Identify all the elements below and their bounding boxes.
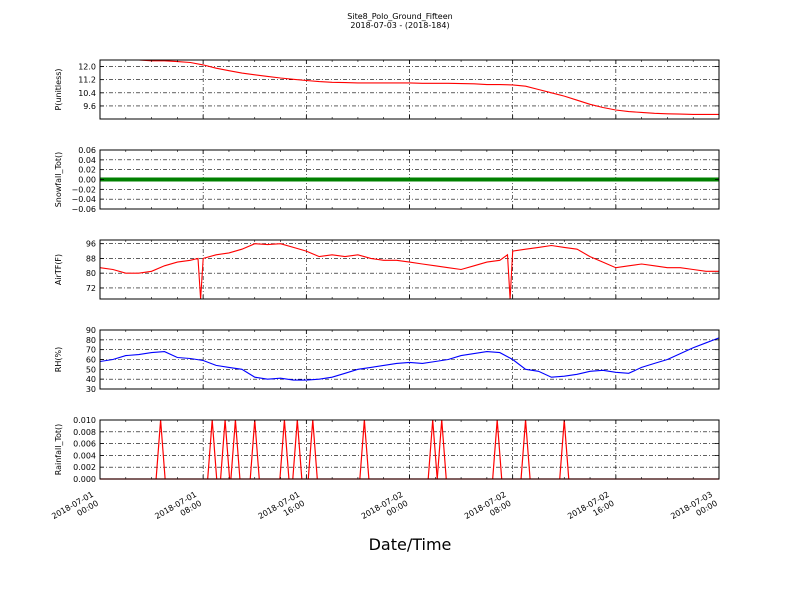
y-tick-label: −0.06 [71, 205, 96, 214]
y-axis-label: AirTF(F) [54, 254, 63, 285]
y-tick-label: 0.008 [73, 428, 96, 437]
panel-2: 0.060.040.020.00−0.02−0.04−0.06 Snowfall_… [54, 146, 720, 214]
y-tick-label: 0.004 [73, 451, 96, 460]
y-tick-label: 12.0 [78, 63, 96, 72]
rain-spike [520, 419, 531, 480]
y-tick-label: 0.006 [73, 440, 96, 449]
y-tick-label: −0.04 [71, 195, 96, 204]
x-tick-label: 2018-07-0200:00 [360, 490, 410, 530]
y-tick-label: 30 [86, 385, 96, 394]
y-tick-label: 0.04 [78, 156, 96, 165]
rain-spike [155, 419, 166, 480]
y-tick-label: 11.2 [78, 76, 96, 85]
y-tick-label: 0.002 [73, 463, 96, 472]
y-tick-label: 60 [86, 356, 96, 365]
y-tick-label: 0.010 [73, 416, 96, 425]
y-axis-label: RH(%) [54, 347, 63, 372]
panel-5: 0.010 0.008 0.006 0.004 0.002 0.000 Rainfall_T… [54, 416, 720, 484]
y-axis-label: Snowfall_Tot() [54, 152, 63, 208]
y-tick-label: 70 [86, 346, 96, 355]
rain-spike [292, 419, 303, 480]
y-axis-label: Rainfall_Tot() [54, 424, 63, 476]
y-tick-label: 96 [86, 240, 96, 249]
y-tick-label: 9.6 [83, 102, 96, 111]
rain-spike [492, 419, 503, 480]
rain-spike [207, 419, 218, 480]
y-tick-label: 10.4 [78, 89, 96, 98]
rain-spike [559, 419, 570, 480]
figure-subtitle: 2018-07-03 - (2018-184) [350, 21, 449, 30]
x-tick-labels: 2018-07-0100:00 2018-07-0108:00 2018-07-01… [50, 490, 719, 530]
x-tick-label: 2018-07-0116:00 [257, 490, 307, 530]
rain-spike [279, 419, 290, 480]
rain-spike [427, 419, 438, 480]
panel-1: 12.0 11.2 10.4 9.6 P(unitless) [54, 59, 720, 120]
series-line [100, 59, 719, 115]
y-axis-label: P(unitless) [54, 68, 63, 110]
y-tick-label: −0.02 [71, 185, 96, 194]
rain-spike [249, 419, 260, 480]
panels: 12.011.210.49.6P(unitless)0.060.040.020.… [50, 59, 720, 530]
x-tick-label: 2018-07-0100:00 [50, 490, 100, 530]
y-tick-label: 80 [86, 269, 96, 278]
rain-spike [307, 419, 318, 480]
y-tick-label: 50 [86, 365, 96, 374]
y-tick-label: 72 [86, 284, 96, 293]
rain-spike [436, 419, 447, 480]
x-tick-label: 2018-07-0216:00 [566, 490, 616, 530]
y-tick-label: 40 [86, 375, 96, 384]
rain-spike [230, 419, 241, 480]
series-line [99, 243, 719, 300]
x-tick-label: 2018-07-0208:00 [463, 490, 513, 530]
series-line [99, 337, 720, 381]
y-tick-label: 90 [86, 326, 96, 335]
y-tick-label: 80 [86, 336, 96, 345]
rain-spike [359, 419, 370, 480]
x-axis-label: Date/Time [369, 535, 452, 554]
y-tick-label: 0.00 [78, 176, 96, 185]
y-tick-label: 0.06 [78, 146, 96, 155]
panel-3: 96 88 80 72 AirTF(F) [54, 239, 720, 300]
figure-title: Site8_Polo_Ground_Fifteen [347, 12, 452, 21]
y-tick-label: 0.000 [73, 475, 96, 484]
y-tick-label: 88 [86, 254, 96, 263]
x-tick-label: 2018-07-0300:00 [669, 490, 719, 530]
x-tick-label: 2018-07-0108:00 [153, 490, 203, 530]
y-tick-label: 0.02 [78, 166, 96, 175]
rain-spike [219, 419, 231, 480]
